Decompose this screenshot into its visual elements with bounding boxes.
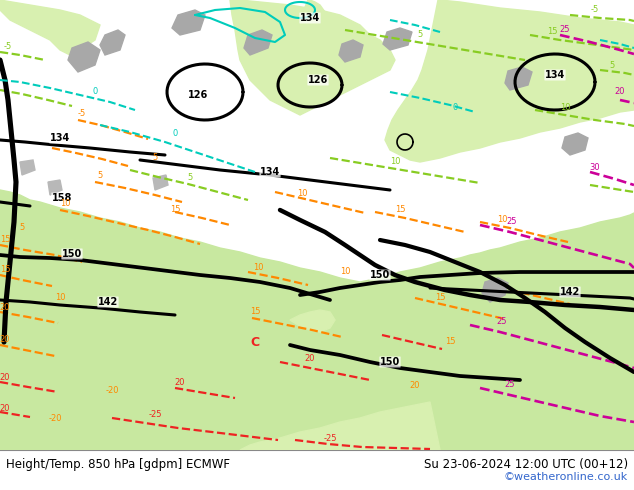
Text: 20: 20	[0, 336, 10, 344]
Text: ©weatheronline.co.uk: ©weatheronline.co.uk	[504, 472, 628, 482]
Text: 15: 15	[250, 308, 260, 317]
Polygon shape	[230, 0, 395, 115]
Polygon shape	[305, 0, 328, 35]
Polygon shape	[244, 30, 272, 55]
Text: 20: 20	[0, 302, 10, 312]
Text: 20: 20	[410, 381, 420, 390]
Polygon shape	[383, 28, 412, 50]
Text: 15: 15	[444, 338, 455, 346]
Text: 15: 15	[395, 205, 405, 215]
Text: -5: -5	[4, 43, 12, 51]
Polygon shape	[0, 0, 100, 55]
Text: 15: 15	[0, 266, 10, 274]
Text: -5: -5	[591, 5, 599, 15]
Text: 10: 10	[340, 268, 350, 276]
Polygon shape	[172, 10, 205, 35]
Text: 126: 126	[188, 90, 208, 100]
Polygon shape	[20, 160, 35, 175]
Text: 134: 134	[300, 13, 320, 23]
Polygon shape	[290, 55, 302, 68]
Text: 150: 150	[370, 270, 390, 280]
Text: 15: 15	[435, 293, 445, 301]
Polygon shape	[0, 190, 634, 450]
Polygon shape	[68, 42, 100, 72]
Text: -20: -20	[48, 414, 61, 422]
Text: 134: 134	[50, 133, 70, 143]
Text: 10: 10	[55, 294, 65, 302]
Text: -5: -5	[78, 109, 86, 119]
Text: 0: 0	[93, 88, 98, 97]
Text: 158: 158	[52, 193, 72, 203]
Polygon shape	[100, 30, 125, 55]
Text: 10: 10	[497, 216, 507, 224]
Text: 20: 20	[0, 403, 10, 413]
Text: -25: -25	[148, 410, 162, 418]
Text: 25: 25	[505, 379, 515, 389]
Polygon shape	[290, 310, 335, 332]
Text: 30: 30	[590, 163, 600, 172]
Polygon shape	[240, 402, 440, 450]
Text: 134: 134	[545, 70, 565, 80]
Polygon shape	[562, 133, 588, 155]
Text: 0: 0	[172, 129, 178, 139]
Text: 150: 150	[380, 357, 400, 367]
Text: 126: 126	[308, 75, 328, 85]
Text: 142: 142	[560, 287, 580, 297]
Text: 10: 10	[560, 103, 570, 113]
Text: 5: 5	[417, 30, 423, 40]
Text: Su 23-06-2024 12:00 UTC (00+12): Su 23-06-2024 12:00 UTC (00+12)	[424, 458, 628, 471]
Text: 25: 25	[507, 218, 517, 226]
Text: C: C	[250, 336, 259, 348]
Text: Height/Temp. 850 hPa [gdpm] ECMWF: Height/Temp. 850 hPa [gdpm] ECMWF	[6, 458, 230, 471]
Text: 5: 5	[98, 172, 103, 180]
Text: 15: 15	[547, 27, 557, 36]
Text: 5: 5	[609, 62, 614, 71]
Text: 15: 15	[170, 205, 180, 215]
Polygon shape	[482, 278, 508, 302]
Polygon shape	[339, 40, 363, 62]
Text: -20: -20	[105, 386, 119, 394]
Text: 134: 134	[260, 167, 280, 177]
Text: 5: 5	[188, 173, 193, 182]
Text: 25: 25	[560, 25, 570, 34]
Text: 10: 10	[253, 263, 263, 271]
Text: 25: 25	[497, 318, 507, 326]
Text: 20: 20	[175, 377, 185, 387]
Text: -25: -25	[323, 434, 337, 442]
Text: 142: 142	[98, 297, 118, 307]
Polygon shape	[505, 67, 532, 90]
Polygon shape	[385, 0, 634, 162]
Text: 15: 15	[0, 236, 10, 245]
Text: 10: 10	[60, 199, 70, 209]
Text: 150: 150	[62, 249, 82, 259]
Text: 10: 10	[390, 157, 400, 167]
Text: 20: 20	[305, 353, 315, 363]
Text: 5: 5	[152, 153, 158, 163]
Text: 5: 5	[20, 223, 25, 232]
Text: 20: 20	[0, 372, 10, 382]
Polygon shape	[153, 175, 168, 190]
Text: 20: 20	[615, 88, 625, 97]
Polygon shape	[48, 180, 62, 195]
Text: 0: 0	[453, 103, 458, 113]
Text: 10: 10	[297, 190, 307, 198]
